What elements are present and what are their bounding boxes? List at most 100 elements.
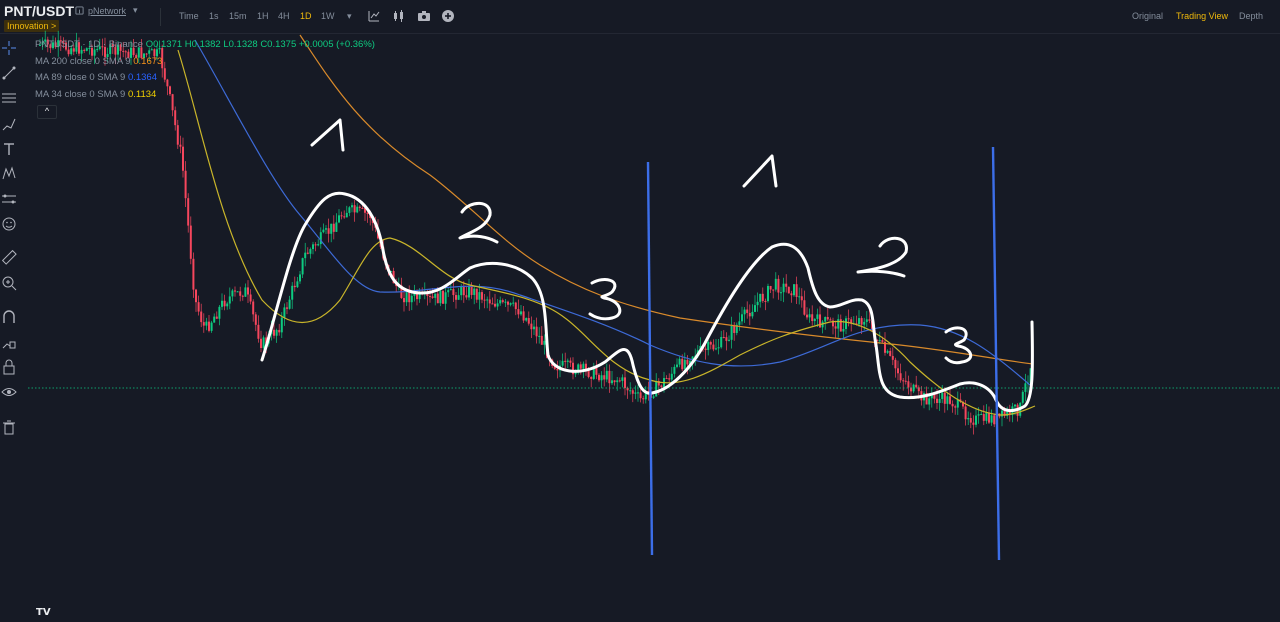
candle-body: [104, 46, 106, 57]
horizontal-lines-icon[interactable]: [1, 90, 17, 106]
interval-1w[interactable]: 1W: [321, 11, 335, 21]
add-icon[interactable]: [441, 9, 455, 23]
candle-body: [668, 378, 671, 380]
candle-body: [839, 319, 842, 332]
candle-body: [78, 42, 80, 54]
legend-ma34[interactable]: MA 34 close 0 SMA 9 0.1134: [35, 89, 375, 106]
crosshair-icon[interactable]: [1, 40, 17, 56]
chart-type-icon[interactable]: [392, 9, 406, 23]
camera-icon[interactable]: [417, 9, 431, 23]
candle-body: [767, 285, 769, 302]
candle-body: [769, 285, 772, 290]
pattern-icon[interactable]: [1, 165, 17, 181]
candle-body: [569, 360, 572, 363]
candle-body: [1006, 410, 1009, 416]
candle-body: [278, 329, 281, 333]
candle-body: [811, 314, 814, 322]
candle-body: [715, 348, 717, 350]
interval-more-icon[interactable]: ▾: [347, 11, 352, 21]
view-original[interactable]: Original: [1132, 11, 1164, 21]
trend-line-icon[interactable]: [1, 65, 17, 81]
candle-body: [1014, 404, 1016, 407]
interval-4h[interactable]: 4H: [278, 11, 290, 21]
candle-body: [910, 387, 912, 392]
candle-body: [356, 206, 359, 213]
candle-body: [452, 289, 455, 296]
candle-body: [543, 340, 546, 345]
trash-icon[interactable]: [1, 419, 17, 435]
candle-body: [67, 49, 70, 55]
candle-body: [345, 212, 348, 218]
candle-body: [785, 283, 788, 287]
candle-body: [202, 322, 205, 326]
candle-body: [122, 50, 125, 52]
divider-line-2: [991, 146, 1001, 561]
candle-body: [231, 290, 234, 297]
candle-body: [824, 317, 827, 322]
candle-body: [296, 281, 299, 288]
pair-title[interactable]: PNT/USDT: [4, 3, 74, 19]
candle-body: [148, 50, 151, 54]
lock-drawing-icon[interactable]: [1, 334, 17, 350]
lock-icon[interactable]: [1, 359, 17, 375]
candle-body: [153, 49, 156, 57]
chevron-down-icon[interactable]: ▾: [133, 5, 138, 15]
candle-body: [878, 340, 881, 342]
candle-body: [988, 412, 990, 423]
candle-body: [169, 86, 171, 95]
hand-drawn-annotations: [260, 118, 1034, 412]
ruler-icon[interactable]: [1, 249, 17, 265]
candle-body: [486, 299, 489, 301]
candle-body: [361, 207, 364, 209]
candle-body: [657, 381, 660, 386]
candle-body: [564, 360, 567, 362]
interval-1h[interactable]: 1H: [257, 11, 269, 21]
candle-body: [780, 292, 782, 294]
candle-body: [837, 319, 840, 329]
candle-body: [777, 278, 780, 293]
candle-body: [156, 49, 158, 57]
legend-ma89[interactable]: MA 89 close 0 SMA 9 0.1364: [35, 72, 375, 89]
candle-body: [436, 293, 439, 304]
candle-body: [1021, 391, 1024, 403]
candle-body: [343, 216, 346, 218]
candle-body: [538, 335, 541, 337]
eye-icon[interactable]: [1, 384, 17, 400]
collapse-legend-button[interactable]: ^: [37, 105, 57, 119]
info-icon[interactable]: [75, 6, 84, 15]
interval-time[interactable]: Time: [179, 11, 199, 21]
candle-body: [114, 47, 117, 55]
zoom-in-icon[interactable]: [1, 275, 17, 291]
innovation-badge[interactable]: Innovation >: [4, 20, 60, 32]
magnet-icon[interactable]: [1, 309, 17, 325]
candle-body: [299, 274, 301, 282]
candle-body: [917, 387, 920, 392]
candle-body: [46, 39, 49, 45]
candle-body: [98, 46, 101, 50]
candle-body: [634, 392, 637, 394]
interval-1s[interactable]: 1s: [209, 11, 219, 21]
candle-body: [41, 41, 44, 45]
text-icon[interactable]: [1, 141, 17, 157]
legend-ma200[interactable]: MA 200 close 0 SMA 9 0.1673: [35, 56, 375, 73]
legend-symbol[interactable]: PNTUSDT · 1D · Binance: [35, 39, 144, 50]
candle-body: [221, 300, 223, 307]
view-depth[interactable]: Depth: [1239, 11, 1264, 21]
brush-icon[interactable]: [1, 116, 17, 132]
interval-1d[interactable]: 1D: [300, 11, 312, 21]
project-link[interactable]: pNetwork: [88, 6, 127, 16]
candle-body: [553, 365, 556, 369]
indicator-icon[interactable]: [367, 9, 381, 23]
candle-body: [520, 311, 522, 315]
candle-body: [182, 146, 184, 171]
candle-body: [618, 380, 621, 382]
interval-15m[interactable]: 15m: [229, 11, 247, 21]
view-trading-view[interactable]: Trading View: [1176, 11, 1229, 21]
prediction-icon[interactable]: [1, 191, 17, 207]
wave-label-2b: [856, 236, 908, 278]
emoji-icon[interactable]: [1, 216, 17, 232]
candle-body: [286, 307, 288, 309]
candle-body: [660, 385, 663, 388]
candle-body: [608, 370, 611, 384]
